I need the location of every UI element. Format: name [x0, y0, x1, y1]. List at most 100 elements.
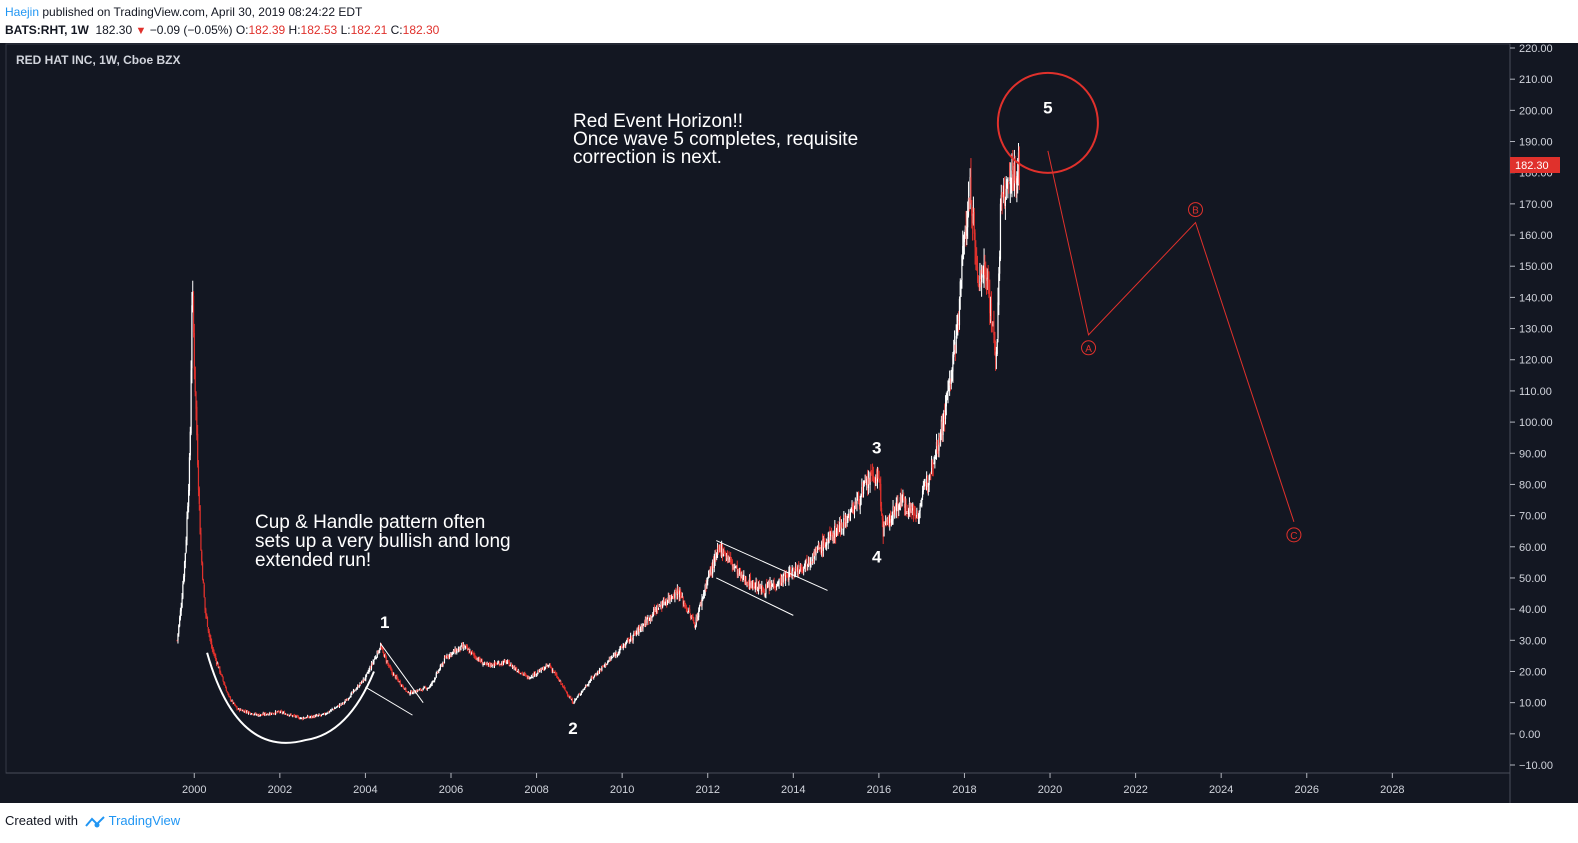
- candle-body: [745, 580, 747, 585]
- candle-body: [482, 663, 484, 665]
- close-value: 182.30: [402, 23, 440, 37]
- candle-body: [652, 608, 655, 615]
- candle-body: [935, 450, 937, 455]
- candle-body: [486, 663, 488, 665]
- candle-body: [805, 559, 807, 561]
- time-tick-label: 2010: [610, 784, 634, 796]
- candle-body: [495, 663, 497, 665]
- candle-body: [421, 690, 423, 692]
- candle-body: [465, 646, 467, 648]
- wave-label-2: 2: [568, 719, 577, 738]
- candle-body: [875, 477, 877, 486]
- candle-body: [481, 660, 483, 665]
- candle-body: [694, 626, 697, 628]
- candle-body: [534, 672, 536, 677]
- cup-curve: [206, 652, 375, 744]
- candle-body: [242, 710, 245, 713]
- candle-body: [740, 572, 742, 577]
- candle-body: [855, 503, 857, 505]
- candle-body: [284, 713, 286, 715]
- candle-body: [639, 626, 641, 629]
- price-tick-label: 220.00: [1519, 43, 1553, 55]
- candle-body: [820, 548, 822, 553]
- candle-body: [416, 690, 418, 692]
- candle-body: [558, 679, 560, 682]
- tradingview-brand[interactable]: TradingView: [108, 813, 181, 828]
- candle-body: [764, 593, 766, 596]
- candle-body: [538, 671, 540, 673]
- candle-body: [932, 465, 934, 467]
- footer: Created with TradingView: [0, 803, 1578, 843]
- event-horizon-line-3: correction is next.: [573, 147, 722, 168]
- candle-body: [256, 714, 259, 716]
- price-tick-label: 80.00: [1519, 479, 1547, 491]
- candle-body: [757, 583, 760, 592]
- candle-body: [706, 581, 708, 588]
- candle-body: [435, 673, 437, 678]
- candle-body: [898, 505, 900, 511]
- candle-body: [984, 264, 986, 276]
- candle-body: [225, 687, 227, 692]
- candle-body: [403, 688, 405, 690]
- candle-body: [617, 652, 619, 655]
- candle-body: [827, 536, 829, 544]
- candle-body: [985, 274, 987, 277]
- candle-body: [753, 587, 756, 589]
- candle-body: [704, 584, 706, 593]
- candle-body: [283, 712, 286, 715]
- wave-label-4: 4: [872, 547, 882, 566]
- candle-body: [698, 605, 701, 611]
- candle-body: [443, 662, 445, 664]
- candle-body: [783, 575, 785, 577]
- candle-body: [784, 574, 786, 581]
- candle-body: [369, 667, 371, 671]
- candle-body: [934, 456, 936, 464]
- chart-area[interactable]: RED HAT INC, 1W, Cboe BZX 220.00 210.00 20…: [0, 43, 1578, 803]
- candle-body: [930, 458, 933, 473]
- candle-body: [1014, 164, 1016, 181]
- candle-body: [208, 630, 210, 634]
- candle-body: [858, 499, 861, 505]
- candle-body: [583, 688, 585, 690]
- candle-body: [197, 433, 199, 465]
- candle-body: [691, 616, 693, 618]
- published-text: published on TradingView.com, April 30, …: [42, 5, 363, 19]
- author-link[interactable]: Haejin: [5, 5, 40, 19]
- candle-body: [924, 482, 926, 486]
- candle-body: [719, 544, 721, 550]
- candle-body: [201, 551, 203, 563]
- candle-body: [625, 642, 627, 646]
- price-chart[interactable]: RED HAT INC, 1W, Cboe BZX 220.00210.0020…: [0, 43, 1578, 803]
- candle-body: [263, 713, 265, 715]
- candle-body: [356, 685, 359, 689]
- candle-body: [347, 699, 349, 701]
- candle-body: [901, 496, 903, 507]
- candle-body: [679, 591, 681, 598]
- candle-body: [531, 676, 533, 678]
- candle-body: [879, 484, 881, 486]
- price-axis[interactable]: 220.00210.00200.00190.00180.00170.00160.…: [1510, 43, 1553, 772]
- candle-body: [589, 681, 591, 683]
- candle-body: [343, 702, 346, 704]
- candle-body: [238, 708, 240, 710]
- candle-body: [430, 684, 432, 686]
- candle-body: [324, 713, 326, 715]
- candle-body: [395, 676, 397, 679]
- candle-body: [498, 662, 501, 666]
- candle-body: [214, 654, 216, 656]
- candle-body: [267, 713, 269, 716]
- time-axis[interactable]: 2000 2002 2004 2006 2008 2010 2012 2014 2016 2018…: [182, 773, 1405, 796]
- candle-body: [828, 534, 830, 537]
- candle-body: [939, 437, 941, 443]
- candle-body: [724, 555, 726, 557]
- candle-body: [684, 604, 687, 609]
- candle-body: [338, 705, 340, 707]
- candle-body: [788, 571, 790, 581]
- candle-body: [1002, 194, 1004, 197]
- candle-body: [550, 667, 552, 669]
- high-label: H:: [288, 23, 301, 37]
- candle-body: [606, 663, 608, 665]
- candle-body: [219, 666, 221, 673]
- candle-body: [909, 504, 911, 513]
- candle-body: [859, 503, 861, 507]
